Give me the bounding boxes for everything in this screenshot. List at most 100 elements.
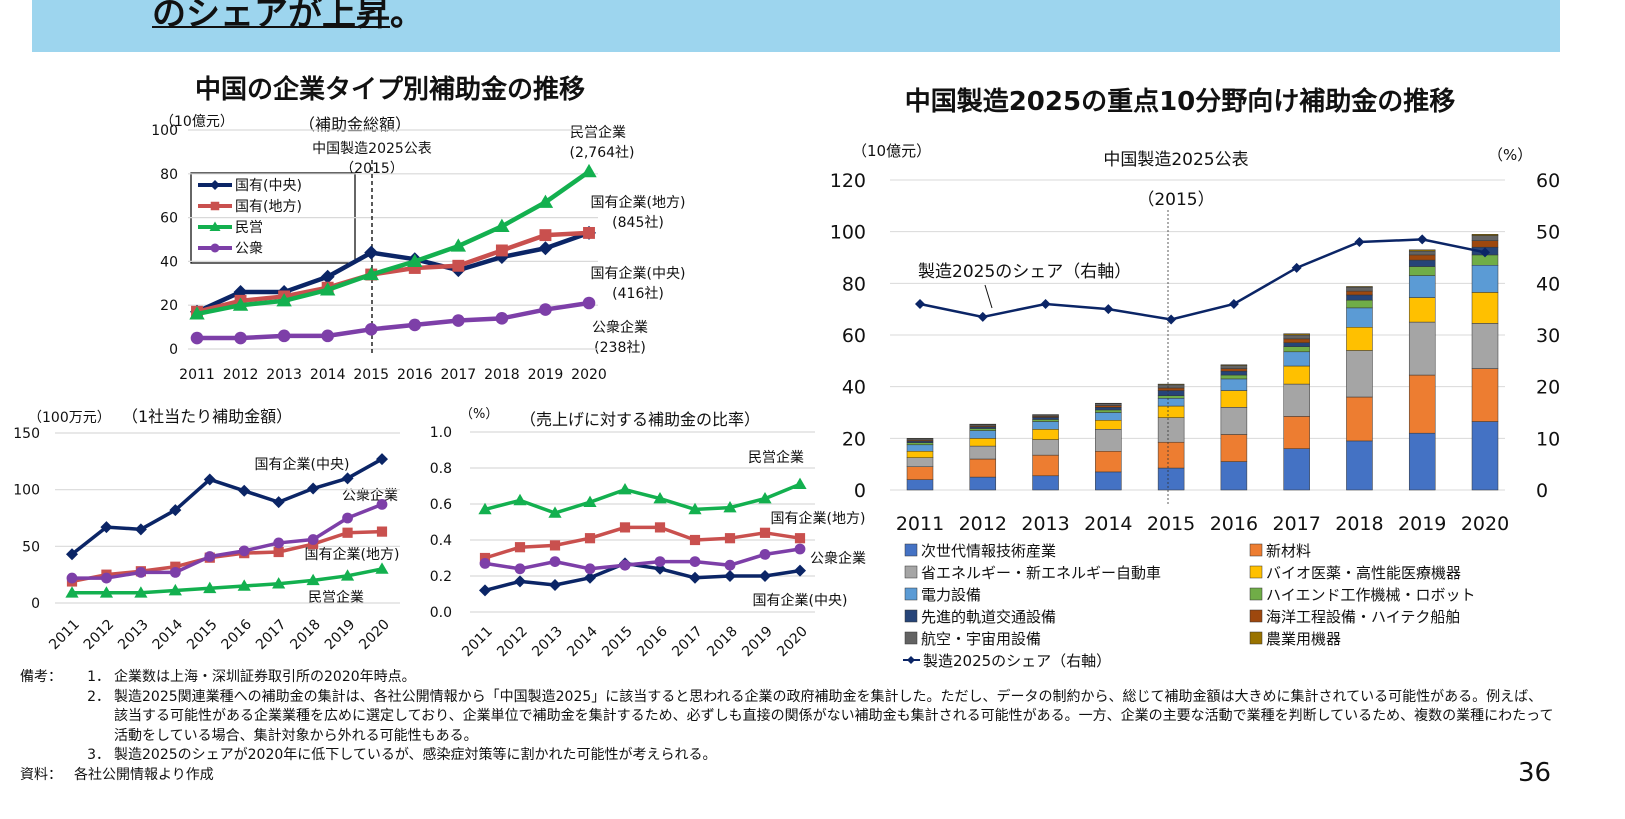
legend-label: 国有(中央) bbox=[235, 178, 302, 194]
chart2-ytick-label: 150 bbox=[13, 426, 40, 442]
chart1-annotation-1: 中国製造2025公表 bbox=[312, 141, 432, 157]
chart4-bar-segment-4 bbox=[969, 430, 997, 439]
chart3-ytick-label: 0.0 bbox=[430, 605, 452, 621]
chart4-xtick-label: 2012 bbox=[959, 513, 1007, 535]
chart4-bar-segment-7 bbox=[1408, 254, 1436, 261]
chart1-series-line-2 bbox=[196, 169, 591, 317]
chart4-bar-segment-6 bbox=[1346, 294, 1373, 301]
chart1-series-2-point bbox=[319, 282, 336, 296]
chart3-series-2-point bbox=[548, 506, 562, 518]
chart4-bar-segment-8 bbox=[1095, 403, 1122, 406]
chart3-xtick-label: 2018 bbox=[704, 624, 741, 661]
chart3-series-2-point bbox=[758, 492, 772, 504]
chart1-ytick-label: 0 bbox=[169, 342, 178, 358]
source: 資料： 各社公開情報より作成 bbox=[20, 766, 1554, 786]
chart1-series-2-point bbox=[189, 306, 205, 320]
chart2-xtick-label: 2015 bbox=[184, 617, 221, 654]
chart3-series-3-point bbox=[549, 556, 561, 567]
chart1-series-2-point bbox=[581, 163, 597, 178]
chart4-legend-swatch bbox=[1249, 631, 1263, 645]
chart2-series-0-point bbox=[238, 484, 251, 497]
chart3-series-2-point bbox=[583, 495, 597, 507]
chart4-legend-label: バイオ医薬・高性能医療機器 bbox=[1266, 564, 1461, 582]
chart2-series-1-point bbox=[376, 526, 388, 537]
chart2-series-2-point bbox=[99, 586, 114, 598]
legend-swatch-marker bbox=[209, 221, 221, 231]
chart3-series-3-point bbox=[619, 559, 631, 571]
chart4-share-point bbox=[915, 299, 925, 309]
chart2-series-3-point bbox=[342, 512, 353, 524]
chart2-series-0-point bbox=[134, 523, 147, 536]
chart4-bar-segment-7 bbox=[1157, 387, 1185, 391]
chart1-end-label-central-1: 国有企業(中央) bbox=[591, 265, 686, 282]
chart4-bar-segment-5 bbox=[1408, 266, 1436, 276]
chart4-bar-segment-0 bbox=[1157, 467, 1185, 491]
chart3-series-2-point bbox=[793, 477, 807, 489]
chart1-series-3-point bbox=[495, 312, 509, 325]
chart4-bar-segment-0 bbox=[1283, 448, 1310, 491]
chart4-legend-label: 次世代情報技術産業 bbox=[921, 542, 1056, 560]
chart4-bar-segment-2 bbox=[1283, 383, 1310, 417]
chart4-bar-segment-8 bbox=[1283, 334, 1310, 340]
chart4-bar-segment-2 bbox=[1157, 417, 1185, 443]
chart3-series-3-point bbox=[689, 556, 701, 567]
chart4-legend-label: 新材料 bbox=[1266, 542, 1311, 560]
chart3-label-central: 国有企業(中央) bbox=[753, 592, 848, 609]
chart3-series-2-point bbox=[618, 483, 632, 495]
chart4-bar-segment-1 bbox=[969, 458, 997, 478]
chart4-bar-segment-9 bbox=[969, 423, 997, 425]
chart2-ytick-label: 50 bbox=[22, 539, 40, 555]
chart2-xtick-label: 2013 bbox=[115, 617, 152, 654]
chart4-share-point bbox=[1291, 262, 1302, 273]
chart3-ytick-label: 0.8 bbox=[430, 461, 452, 477]
chart4-bar-segment-9 bbox=[1408, 249, 1436, 252]
chart4-bar-segment-2 bbox=[906, 457, 934, 468]
chart3-series-0-point bbox=[724, 570, 736, 582]
chart4-bar-segment-8 bbox=[1157, 384, 1185, 389]
chart4-bar-segment-2 bbox=[1220, 407, 1248, 435]
chart4-xtick-label: 2017 bbox=[1272, 513, 1320, 535]
chart3-series-0-point bbox=[759, 570, 771, 582]
chart4-xtick-label: 2018 bbox=[1335, 513, 1383, 535]
chart2-series-3-point bbox=[307, 534, 319, 545]
chart2-series-2-point bbox=[168, 583, 182, 596]
note-number: 1． bbox=[87, 669, 110, 685]
chart3-title: （売上げに対する補助金の比率） bbox=[520, 410, 760, 429]
legend-swatch-marker bbox=[210, 180, 220, 190]
chart1-series-2-point bbox=[537, 194, 554, 208]
chart4-bar-segment-0 bbox=[1095, 471, 1122, 491]
chart4-bar-segment-4 bbox=[1095, 412, 1122, 421]
chart4-bar-segment-1 bbox=[1408, 374, 1436, 434]
chart4-share-point bbox=[1480, 247, 1490, 258]
note-text: 製造2025関連業種への補助金の集計は、各社公開情報から「中国製造2025」に該… bbox=[114, 688, 1554, 744]
chart2-series-1-point bbox=[170, 561, 181, 572]
chart3-label-local: 国有企業(地方) bbox=[771, 510, 866, 527]
chart4-bar-segment-5 bbox=[1283, 346, 1310, 353]
chart2-title: （1社当たり補助金額） bbox=[122, 407, 292, 426]
chart1-xtick-label: 2013 bbox=[266, 367, 302, 383]
chart1-xtick-label: 2014 bbox=[310, 367, 346, 383]
chart2-series-3-point bbox=[101, 572, 112, 584]
chart1-ytick-label: 60 bbox=[160, 211, 178, 227]
chart3-ytick-label: 0.4 bbox=[430, 533, 452, 549]
chart4-bar-segment-5 bbox=[1095, 409, 1122, 413]
chart3-series-0-point bbox=[689, 571, 701, 584]
chart1-series-line-3 bbox=[197, 300, 590, 341]
chart4-bar-segment-7 bbox=[1283, 338, 1310, 343]
chart4-bar-segment-1 bbox=[1220, 434, 1248, 462]
chart1-xtick-label: 2012 bbox=[223, 367, 259, 383]
chart2-ytick-label: 100 bbox=[13, 483, 40, 499]
chart4-share-line bbox=[919, 238, 1486, 321]
chart4-y2tick-label: 0 bbox=[1536, 480, 1548, 502]
page-number: 36 bbox=[1518, 758, 1552, 788]
chart1-xtick-label: 2020 bbox=[571, 367, 607, 383]
chart3-series-1-point bbox=[794, 533, 806, 544]
chart1-end-label-public-1: 公衆企業 bbox=[592, 319, 648, 336]
legend-label: 民営 bbox=[235, 220, 263, 236]
note-number: 3． bbox=[87, 747, 110, 763]
legend-label: 国有(地方) bbox=[235, 199, 302, 215]
chart3-ytick-label: 0.6 bbox=[430, 497, 452, 513]
chart4-bar-segment-7 bbox=[1346, 290, 1373, 296]
chart4-legend-label: 先進的軌道交通設備 bbox=[921, 608, 1056, 626]
header-banner: のシェアが上昇。 bbox=[32, 0, 1560, 52]
